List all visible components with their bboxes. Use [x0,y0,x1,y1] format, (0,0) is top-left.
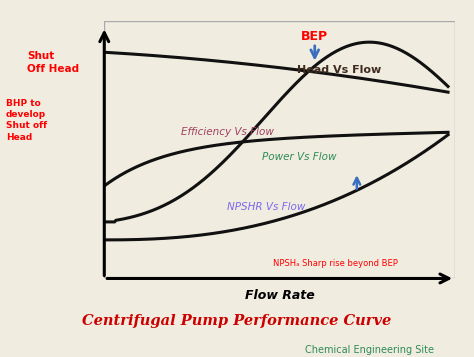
Text: Shut
Off Head: Shut Off Head [27,51,79,74]
Text: BEP: BEP [301,30,328,43]
Text: BHP to
develop
Shut off
Head: BHP to develop Shut off Head [6,99,47,141]
Text: Efficiency Vs Flow: Efficiency Vs Flow [182,126,274,136]
Text: Head Vs Flow: Head Vs Flow [297,65,382,75]
Text: NPSHR Vs Flow: NPSHR Vs Flow [227,202,305,212]
Text: NPSHₐ Sharp rise beyond BEP: NPSHₐ Sharp rise beyond BEP [273,259,398,268]
Text: Flow Rate: Flow Rate [245,289,315,302]
Text: Power Vs Flow: Power Vs Flow [262,152,337,162]
Text: Centrifugal Pump Performance Curve: Centrifugal Pump Performance Curve [82,314,392,328]
Text: Chemical Engineering Site: Chemical Engineering Site [305,346,434,356]
